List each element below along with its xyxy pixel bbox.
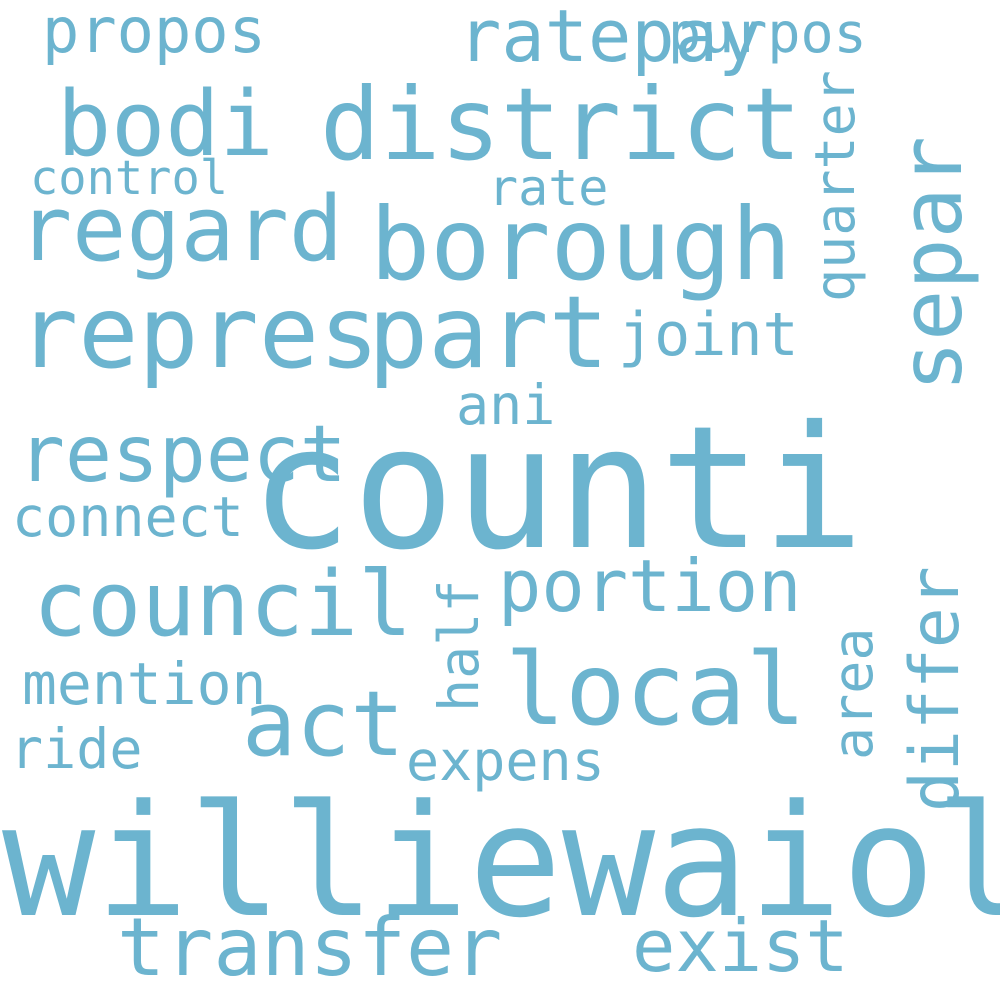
word-connect: rate (488, 159, 609, 217)
word-counti: counti (250, 390, 865, 588)
word-propos: quarter (803, 70, 867, 302)
word-quarter: expens (406, 729, 605, 793)
word-portion: differ (896, 566, 975, 812)
word-part: part (368, 274, 609, 391)
word-repres: repres (18, 274, 380, 391)
word-joint: respect (18, 410, 347, 500)
word-transfer: transfer (117, 901, 503, 994)
word-differ: ride (10, 717, 143, 781)
word-purpos: joint (618, 300, 799, 370)
word-half: half (427, 579, 491, 712)
word-council: council (33, 552, 413, 657)
word-area: area (821, 627, 885, 760)
word-ratepay: portion (498, 544, 802, 628)
word-control: propos (42, 0, 266, 67)
word-regard: regard (18, 177, 344, 282)
word-mention: control (30, 151, 229, 206)
word-expens: connect (12, 485, 244, 549)
word-act: act (242, 672, 405, 777)
word-bodi: bodi (57, 72, 274, 177)
word-local: local (505, 631, 807, 748)
word-borough: borough (370, 186, 792, 303)
word-ride: ani (456, 373, 556, 437)
word-separ: mention (22, 650, 267, 718)
word-exist: exist (632, 904, 849, 988)
word-ani: purpos (668, 1, 867, 65)
word-respect: separ (883, 136, 982, 392)
word-district: district (320, 66, 802, 183)
word-rate: ratepay (458, 0, 762, 78)
word-williewaiola: williewaiola (2, 771, 1000, 952)
